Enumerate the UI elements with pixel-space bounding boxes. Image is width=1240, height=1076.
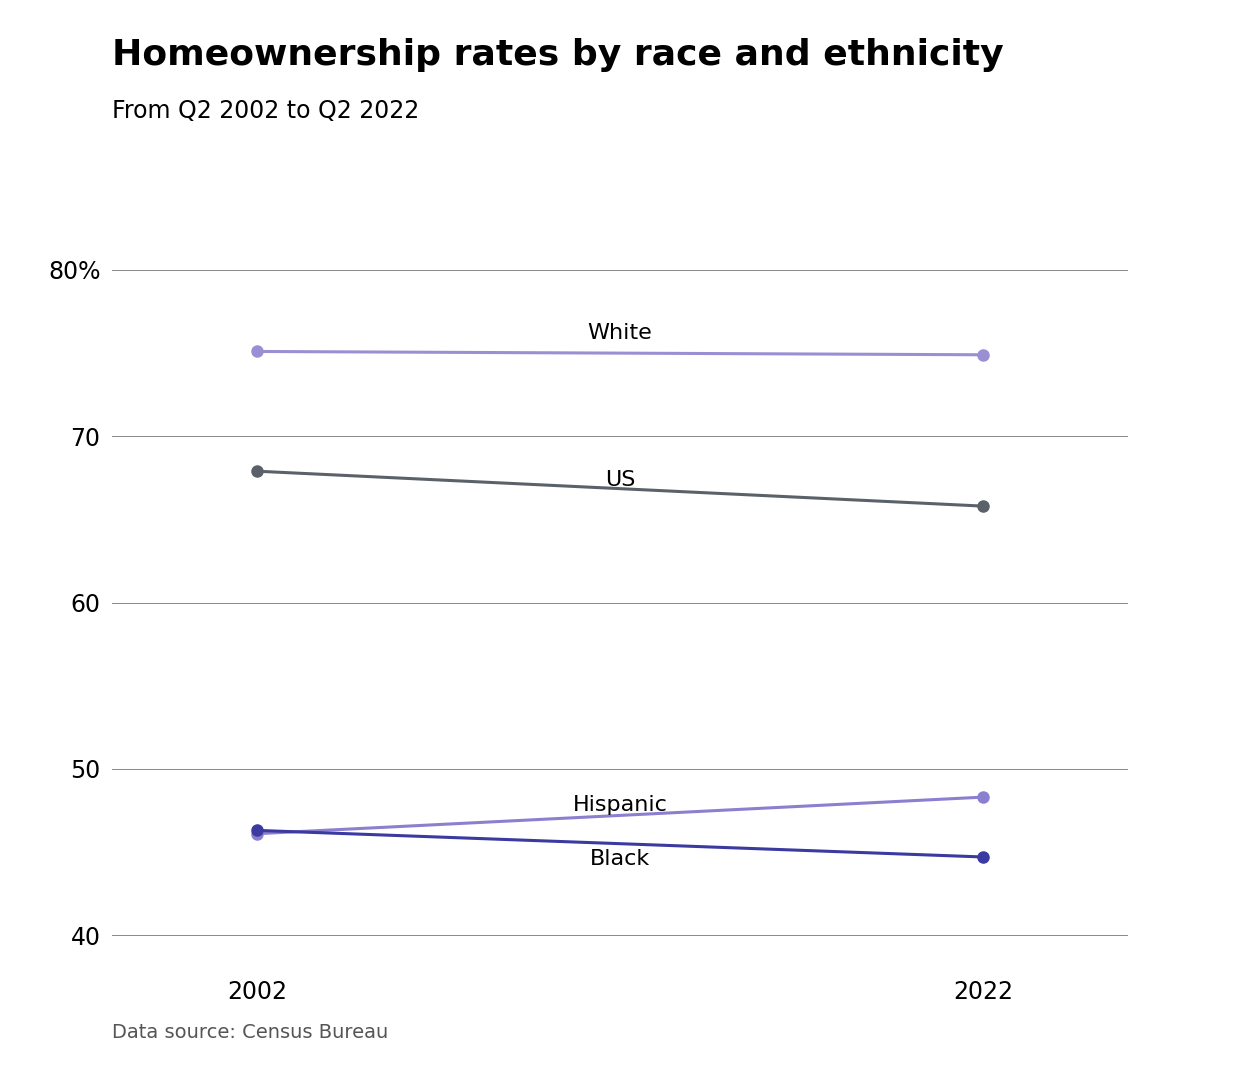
Text: Data source: Census Bureau: Data source: Census Bureau: [112, 1022, 388, 1042]
Text: Hispanic: Hispanic: [573, 795, 667, 816]
Text: From Q2 2002 to Q2 2022: From Q2 2002 to Q2 2022: [112, 99, 419, 123]
Text: US: US: [605, 470, 635, 491]
Text: Black: Black: [590, 849, 650, 868]
Text: White: White: [588, 323, 652, 343]
Text: Homeownership rates by race and ethnicity: Homeownership rates by race and ethnicit…: [112, 38, 1003, 72]
